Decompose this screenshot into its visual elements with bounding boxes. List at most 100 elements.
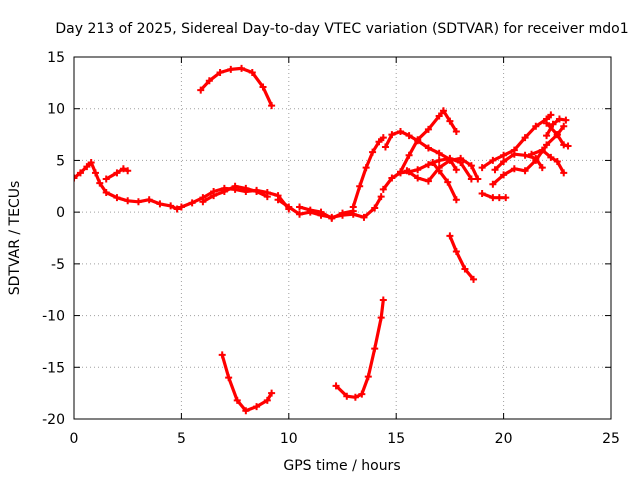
data-point <box>253 403 261 411</box>
data-point <box>306 206 314 214</box>
data-point <box>457 154 465 162</box>
data-point <box>446 232 454 240</box>
data-point <box>296 203 304 211</box>
data-point <box>253 187 261 195</box>
data-point <box>564 142 572 150</box>
data-point <box>339 209 346 217</box>
data-point <box>538 164 546 172</box>
data-point <box>502 194 510 202</box>
data-point <box>379 134 387 142</box>
series-line <box>398 109 458 174</box>
data-point <box>461 265 469 273</box>
data-point <box>547 153 555 161</box>
data-point <box>199 198 207 206</box>
data-point <box>538 146 546 154</box>
x-tick-label: 0 <box>70 431 79 447</box>
data-point <box>210 192 218 200</box>
data-series-arc-2 <box>102 165 132 183</box>
data-point <box>549 120 557 128</box>
data-point <box>371 345 379 353</box>
series-line <box>448 234 476 281</box>
data-point <box>405 132 413 140</box>
x-tick-label: 5 <box>177 431 186 447</box>
x-tick-label: 25 <box>602 431 620 447</box>
data-point <box>349 203 357 211</box>
data-point <box>328 214 336 222</box>
data-point <box>495 194 503 202</box>
data-point <box>489 180 497 188</box>
data-series-arc-20 <box>543 119 572 150</box>
data-point <box>113 169 121 177</box>
data-series-arc-13 <box>446 232 478 283</box>
data-point <box>242 407 250 415</box>
data-point <box>452 166 460 174</box>
data-point <box>263 396 271 404</box>
series-line <box>220 353 274 413</box>
data-point <box>510 165 518 173</box>
data-point <box>124 167 132 175</box>
data-point <box>167 202 175 210</box>
data-point <box>553 131 561 139</box>
data-point <box>205 77 213 85</box>
data-point <box>543 132 551 140</box>
data-series-arc-19 <box>543 115 570 140</box>
data-point <box>156 200 164 208</box>
y-tick-label: 10 <box>47 102 65 118</box>
data-point <box>268 102 276 110</box>
series-line <box>431 160 458 202</box>
data-point <box>119 165 127 173</box>
data-point <box>375 138 383 146</box>
data-point <box>113 194 121 202</box>
data-point <box>414 166 422 174</box>
y-axis-label: SDTVAR / TECUs <box>7 181 23 296</box>
data-point <box>489 194 497 202</box>
data-point <box>388 174 396 182</box>
data-point <box>500 171 508 179</box>
axis-ticks: 0 5 10 15 20 25 -20 -15 -10 -5 0 5 10 15 <box>42 50 620 447</box>
data-point <box>510 150 518 158</box>
data-point <box>500 151 508 159</box>
data-point <box>351 393 359 401</box>
data-point <box>238 64 246 72</box>
data-point <box>491 166 499 174</box>
chart-title: Day 213 of 2025, Sidereal Day-to-day VTE… <box>55 21 628 37</box>
data-point <box>555 115 563 123</box>
data-point <box>396 168 404 176</box>
data-point <box>377 314 385 322</box>
data-point <box>218 351 226 359</box>
data-point <box>444 178 452 186</box>
y-tick-label: 0 <box>56 205 65 221</box>
data-point <box>414 174 422 182</box>
data-point <box>248 69 256 77</box>
data-point <box>388 131 396 139</box>
data-series-arc-10 <box>396 107 460 176</box>
data-point <box>452 127 460 135</box>
x-tick-label: 15 <box>387 431 405 447</box>
data-series-arc-23 <box>332 296 387 401</box>
data-point <box>405 151 413 159</box>
data-point <box>446 156 454 164</box>
data-point <box>227 65 235 73</box>
data-point <box>91 169 99 177</box>
data-point <box>478 190 486 198</box>
data-series-arc-15 <box>478 111 555 172</box>
data-series-arc-14 <box>478 190 510 202</box>
data-point <box>358 390 366 398</box>
y-tick-label: -10 <box>42 309 65 325</box>
data-point <box>424 144 432 152</box>
data-point <box>259 83 267 91</box>
data-point <box>521 151 529 159</box>
data-point <box>521 167 529 175</box>
data-point <box>356 182 364 190</box>
data-point <box>560 141 568 149</box>
data-series-arc-6 <box>296 203 357 222</box>
data-point <box>478 164 486 172</box>
data-point <box>296 210 304 218</box>
data-point <box>173 205 181 213</box>
data-point <box>83 163 91 171</box>
data-point <box>317 208 325 216</box>
data-point <box>188 199 196 207</box>
data-point <box>560 122 568 130</box>
data-point <box>225 374 233 382</box>
data-point <box>369 148 377 156</box>
